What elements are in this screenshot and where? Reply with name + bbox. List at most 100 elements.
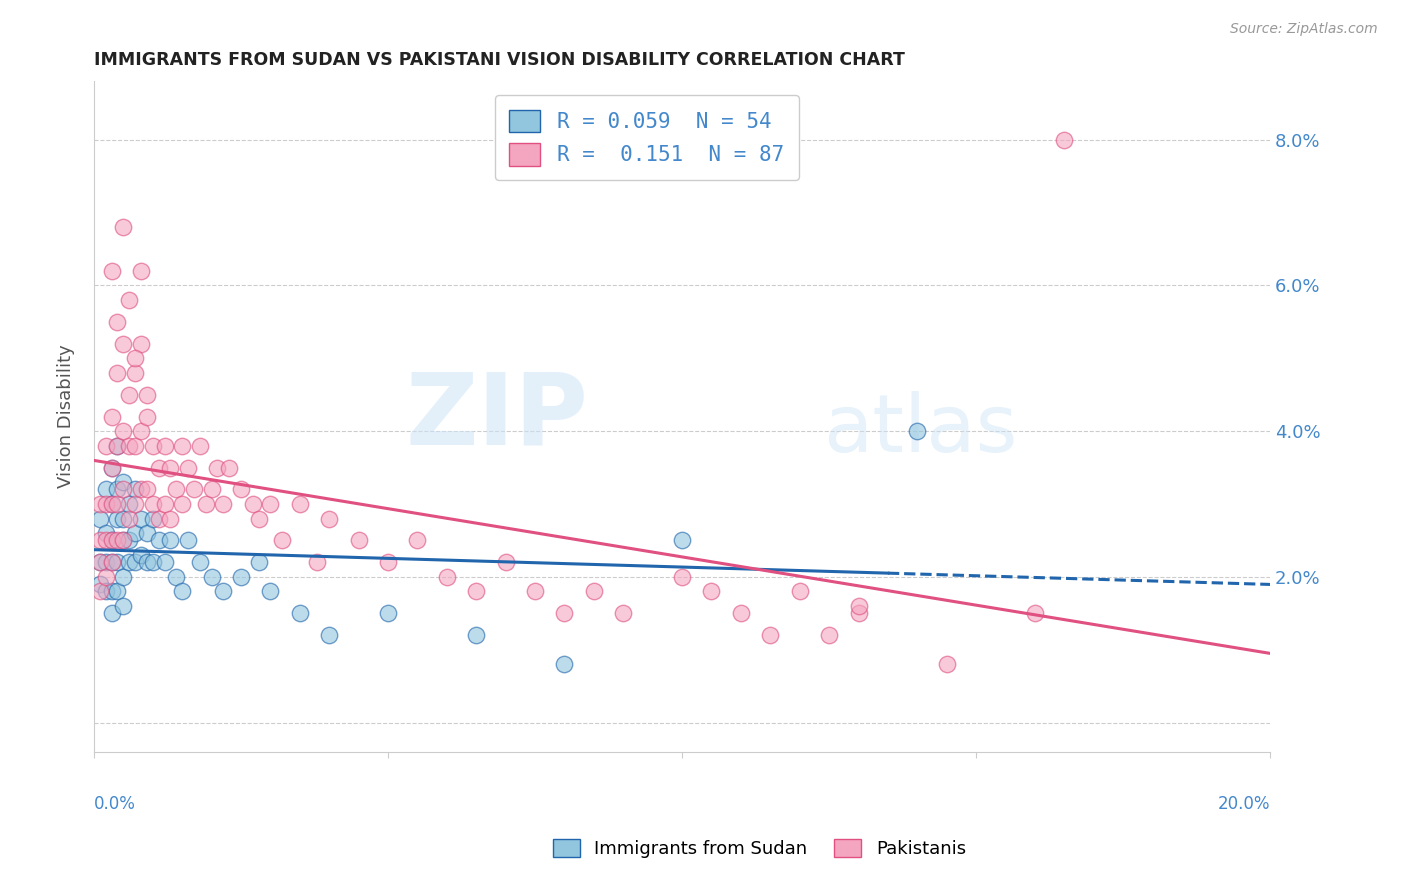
Point: [259, 584, 281, 599]
Point: [142, 511, 165, 525]
Point: [100, 264, 122, 278]
Point: [406, 533, 429, 548]
Point: [129, 483, 152, 497]
Text: 20.0%: 20.0%: [1218, 796, 1270, 814]
Point: [107, 483, 129, 497]
Point: [153, 555, 176, 569]
Point: [94, 570, 117, 584]
Point: [100, 555, 122, 569]
Point: [124, 555, 146, 569]
Point: [89, 533, 111, 548]
Point: [100, 460, 122, 475]
Point: [307, 555, 329, 569]
Point: [377, 607, 399, 621]
Point: [288, 607, 311, 621]
Point: [112, 424, 135, 438]
Point: [905, 424, 928, 438]
Point: [465, 584, 488, 599]
Point: [142, 497, 165, 511]
Point: [94, 497, 117, 511]
Point: [112, 220, 135, 235]
Point: [100, 497, 122, 511]
Point: [107, 533, 129, 548]
Point: [247, 511, 270, 525]
Point: [112, 570, 135, 584]
Point: [100, 497, 122, 511]
Y-axis label: Vision Disability: Vision Disability: [58, 344, 75, 489]
Point: [89, 555, 111, 569]
Point: [100, 409, 122, 424]
Point: [107, 584, 129, 599]
Point: [495, 555, 517, 569]
Point: [848, 599, 870, 613]
Point: [188, 555, 211, 569]
Point: [935, 657, 957, 672]
Point: [112, 483, 135, 497]
Point: [100, 533, 122, 548]
Point: [129, 511, 152, 525]
Point: [318, 511, 340, 525]
Point: [142, 439, 165, 453]
Text: 0.0%: 0.0%: [94, 796, 136, 814]
Point: [135, 409, 157, 424]
Point: [183, 483, 205, 497]
Point: [153, 439, 176, 453]
Point: [89, 584, 111, 599]
Point: [159, 460, 181, 475]
Point: [107, 439, 129, 453]
Point: [259, 497, 281, 511]
Point: [142, 555, 165, 569]
Point: [107, 439, 129, 453]
Point: [129, 264, 152, 278]
Point: [200, 570, 222, 584]
Point: [229, 483, 252, 497]
Point: [124, 497, 146, 511]
Point: [124, 366, 146, 380]
Point: [1053, 133, 1076, 147]
Point: [218, 460, 240, 475]
Point: [177, 533, 200, 548]
Point: [118, 293, 141, 307]
Point: [135, 526, 157, 541]
Point: [112, 475, 135, 490]
Point: [671, 533, 693, 548]
Point: [177, 460, 200, 475]
Point: [94, 533, 117, 548]
Point: [89, 577, 111, 591]
Point: [124, 351, 146, 366]
Point: [94, 439, 117, 453]
Point: [100, 555, 122, 569]
Point: [200, 483, 222, 497]
Point: [207, 460, 229, 475]
Point: [107, 366, 129, 380]
Point: [135, 387, 157, 401]
Point: [118, 497, 141, 511]
Point: [100, 460, 122, 475]
Point: [288, 497, 311, 511]
Point: [118, 387, 141, 401]
Legend: R = 0.059  N = 54, R =  0.151  N = 87: R = 0.059 N = 54, R = 0.151 N = 87: [495, 95, 799, 180]
Legend: Immigrants from Sudan, Pakistanis: Immigrants from Sudan, Pakistanis: [546, 831, 973, 865]
Point: [107, 555, 129, 569]
Point: [212, 584, 235, 599]
Point: [94, 526, 117, 541]
Point: [124, 526, 146, 541]
Text: IMMIGRANTS FROM SUDAN VS PAKISTANI VISION DISABILITY CORRELATION CHART: IMMIGRANTS FROM SUDAN VS PAKISTANI VISIO…: [94, 51, 905, 69]
Point: [148, 511, 170, 525]
Point: [112, 336, 135, 351]
Point: [148, 533, 170, 548]
Point: [100, 584, 122, 599]
Point: [112, 533, 135, 548]
Point: [172, 497, 194, 511]
Point: [118, 439, 141, 453]
Point: [118, 533, 141, 548]
Point: [135, 483, 157, 497]
Point: [135, 555, 157, 569]
Point: [89, 511, 111, 525]
Point: [112, 533, 135, 548]
Point: [94, 483, 117, 497]
Point: [789, 584, 811, 599]
Point: [582, 584, 605, 599]
Point: [377, 555, 399, 569]
Text: atlas: atlas: [824, 391, 1018, 469]
